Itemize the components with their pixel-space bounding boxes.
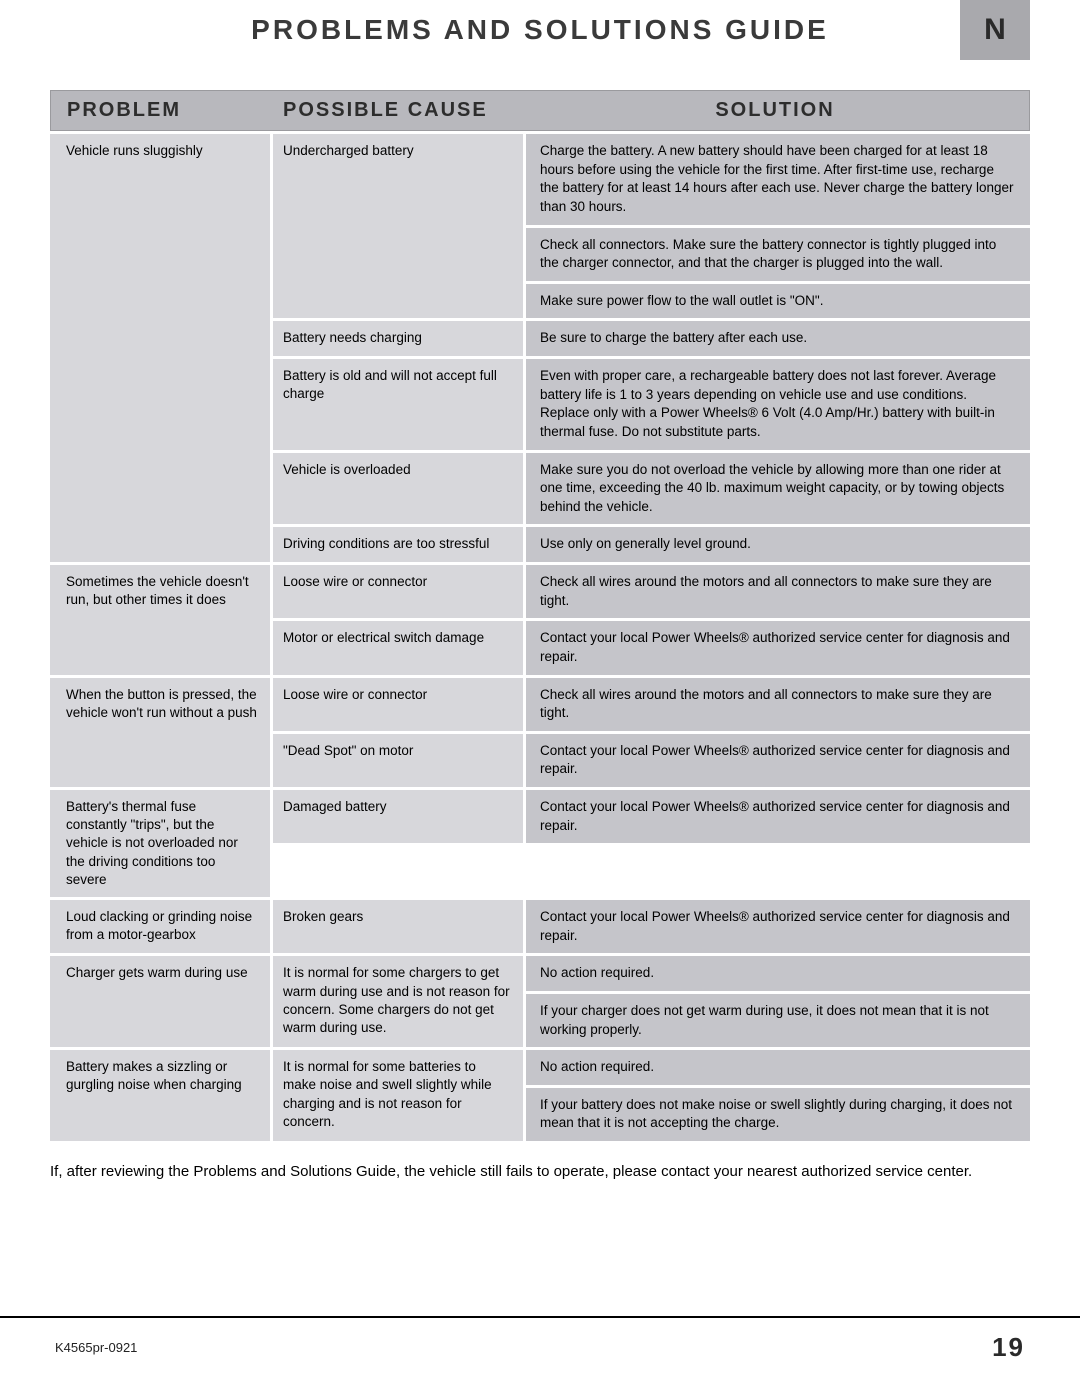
solution-cell: Use only on generally level ground. (526, 527, 1030, 562)
cause-row: Undercharged batteryCharge the battery. … (273, 134, 1030, 318)
cause-row: Broken gearsContact your local Power Whe… (273, 900, 1030, 953)
problem-cell: Charger gets warm during use (50, 956, 270, 1047)
table-row: Battery makes a sizzling or gurgling noi… (50, 1050, 1030, 1141)
header-bar: PROBLEMS AND SOLUTIONS GUIDE N (50, 0, 1030, 60)
solution-cell: Make sure you do not overload the vehicl… (526, 453, 1030, 525)
table-row: Loud clacking or grinding noise from a m… (50, 900, 1030, 953)
problem-cell: Battery's thermal fuse constantly "trips… (50, 790, 270, 897)
col-header-solution: SOLUTION (521, 91, 1029, 130)
solution-cell: Contact your local Power Wheels® authori… (526, 734, 1030, 787)
cause-row: "Dead Spot" on motorContact your local P… (273, 734, 1030, 787)
page-number: 19 (992, 1332, 1025, 1363)
solution-cell: Charge the battery. A new battery should… (526, 134, 1030, 225)
cause-cell: "Dead Spot" on motor (273, 734, 523, 787)
solution-cell: Make sure power flow to the wall outlet … (526, 284, 1030, 319)
page: PROBLEMS AND SOLUTIONS GUIDE N PROBLEM P… (0, 0, 1080, 1182)
cause-cell: Battery is old and will not accept full … (273, 359, 523, 450)
table-row: Sometimes the vehicle doesn't run, but o… (50, 565, 1030, 675)
solution-stack: Contact your local Power Wheels® authori… (526, 790, 1030, 843)
table-row: Vehicle runs sluggishlyUndercharged batt… (50, 134, 1030, 562)
solution-cell: Be sure to charge the battery after each… (526, 321, 1030, 356)
cause-cell: Undercharged battery (273, 134, 523, 318)
table-row: Battery's thermal fuse constantly "trips… (50, 790, 1030, 897)
solution-stack: Check all wires around the motors and al… (526, 678, 1030, 731)
solution-stack: Contact your local Power Wheels® authori… (526, 900, 1030, 953)
cause-solution-wrap: Loose wire or connectorCheck all wires a… (273, 565, 1030, 675)
solution-cell: Check all connectors. Make sure the batt… (526, 228, 1030, 281)
solution-cell: Check all wires around the motors and al… (526, 565, 1030, 618)
table-body: Vehicle runs sluggishlyUndercharged batt… (50, 134, 1030, 1141)
footer-note: If, after reviewing the Problems and Sol… (50, 1161, 1030, 1182)
cause-cell: Motor or electrical switch damage (273, 621, 523, 674)
cause-row: Driving conditions are too stressfulUse … (273, 527, 1030, 562)
cause-cell: Loose wire or connector (273, 678, 523, 731)
troubleshooting-table: PROBLEM POSSIBLE CAUSE SOLUTION Vehicle … (50, 90, 1030, 1141)
solution-cell: Contact your local Power Wheels® authori… (526, 621, 1030, 674)
cause-cell: Damaged battery (273, 790, 523, 843)
cause-row: Loose wire or connectorCheck all wires a… (273, 678, 1030, 731)
cause-cell: It is normal for some chargers to get wa… (273, 956, 523, 1047)
cause-solution-wrap: Damaged batteryContact your local Power … (273, 790, 1030, 897)
page-footer: K4565pr-0921 19 (0, 1316, 1080, 1397)
solution-stack: Contact your local Power Wheels® authori… (526, 734, 1030, 787)
cause-row: Battery needs chargingBe sure to charge … (273, 321, 1030, 356)
solution-stack: No action required.If your charger does … (526, 956, 1030, 1047)
section-badge: N (960, 0, 1030, 60)
solution-cell: Contact your local Power Wheels® authori… (526, 790, 1030, 843)
cause-cell: Driving conditions are too stressful (273, 527, 523, 562)
cause-row: Vehicle is overloadedMake sure you do no… (273, 453, 1030, 525)
cause-cell: It is normal for some batteries to make … (273, 1050, 523, 1141)
cause-row: It is normal for some chargers to get wa… (273, 956, 1030, 1047)
solution-stack: Be sure to charge the battery after each… (526, 321, 1030, 356)
cause-row: Battery is old and will not accept full … (273, 359, 1030, 450)
solution-cell: If your charger does not get warm during… (526, 994, 1030, 1047)
solution-cell: Even with proper care, a rechargeable ba… (526, 359, 1030, 450)
problem-cell: Sometimes the vehicle doesn't run, but o… (50, 565, 270, 675)
solution-stack: Use only on generally level ground. (526, 527, 1030, 562)
solution-cell: Check all wires around the motors and al… (526, 678, 1030, 731)
cause-solution-wrap: It is normal for some chargers to get wa… (273, 956, 1030, 1047)
problem-cell: When the button is pressed, the vehicle … (50, 678, 270, 788)
table-header-row: PROBLEM POSSIBLE CAUSE SOLUTION (50, 90, 1030, 131)
cause-solution-wrap: Loose wire or connectorCheck all wires a… (273, 678, 1030, 788)
cause-solution-wrap: It is normal for some batteries to make … (273, 1050, 1030, 1141)
solution-stack: Charge the battery. A new battery should… (526, 134, 1030, 318)
solution-cell: If your battery does not make noise or s… (526, 1088, 1030, 1141)
cause-row: Loose wire or connectorCheck all wires a… (273, 565, 1030, 618)
solution-cell: Contact your local Power Wheels® authori… (526, 900, 1030, 953)
cause-solution-wrap: Broken gearsContact your local Power Whe… (273, 900, 1030, 953)
cause-cell: Battery needs charging (273, 321, 523, 356)
cause-cell: Loose wire or connector (273, 565, 523, 618)
cause-row: Damaged batteryContact your local Power … (273, 790, 1030, 843)
cause-solution-wrap: Undercharged batteryCharge the battery. … (273, 134, 1030, 562)
problem-cell: Vehicle runs sluggishly (50, 134, 270, 562)
solution-stack: Make sure you do not overload the vehicl… (526, 453, 1030, 525)
problem-cell: Battery makes a sizzling or gurgling noi… (50, 1050, 270, 1141)
page-title: PROBLEMS AND SOLUTIONS GUIDE (50, 14, 1030, 46)
cause-cell: Broken gears (273, 900, 523, 953)
problem-cell: Loud clacking or grinding noise from a m… (50, 900, 270, 953)
document-number: K4565pr-0921 (55, 1340, 137, 1355)
cause-cell: Vehicle is overloaded (273, 453, 523, 525)
solution-cell: No action required. (526, 1050, 1030, 1085)
solution-stack: Contact your local Power Wheels® authori… (526, 621, 1030, 674)
col-header-problem: PROBLEM (51, 91, 271, 130)
solution-stack: Even with proper care, a rechargeable ba… (526, 359, 1030, 450)
col-header-cause: POSSIBLE CAUSE (271, 91, 521, 130)
table-row: Charger gets warm during useIt is normal… (50, 956, 1030, 1047)
table-row: When the button is pressed, the vehicle … (50, 678, 1030, 788)
cause-row: Motor or electrical switch damageContact… (273, 621, 1030, 674)
solution-stack: Check all wires around the motors and al… (526, 565, 1030, 618)
cause-row: It is normal for some batteries to make … (273, 1050, 1030, 1141)
solution-stack: No action required.If your battery does … (526, 1050, 1030, 1141)
solution-cell: No action required. (526, 956, 1030, 991)
